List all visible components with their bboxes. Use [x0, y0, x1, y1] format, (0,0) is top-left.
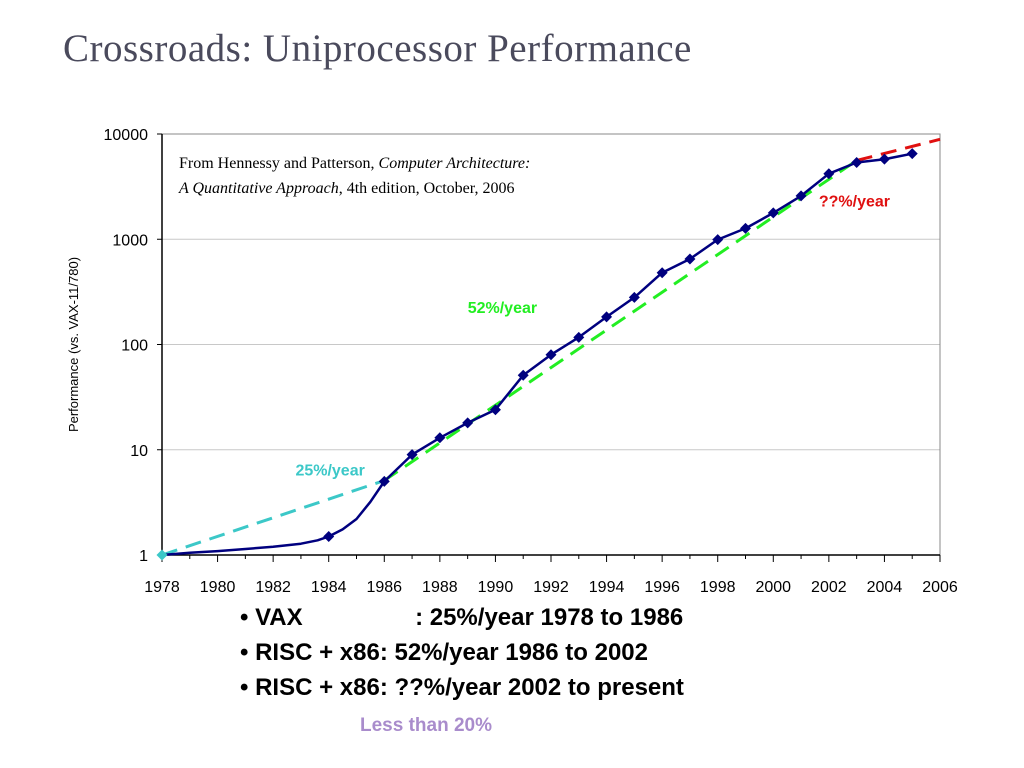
- data-point: [712, 234, 724, 246]
- bullet-item: • RISC + x86: 52%/year 1986 to 2002: [240, 635, 684, 670]
- bullet-list: • VAX: 25%/year 1978 to 1986 • RISC + x8…: [240, 600, 684, 705]
- data-point: [323, 530, 335, 542]
- trend-line: [383, 159, 858, 482]
- trend-label: 52%/year: [468, 300, 537, 317]
- performance-chart: 1 10 100 1000 10000 1978 1980 1982 1984 1986 1988 1…: [66, 127, 958, 596]
- data-point: [878, 153, 890, 165]
- y-tick-label: 1000: [112, 232, 148, 249]
- data-point: [517, 369, 529, 381]
- data-point: [156, 549, 168, 561]
- x-tick-label: 1996: [644, 579, 680, 596]
- data-point: [823, 168, 835, 180]
- data-point: [601, 311, 613, 323]
- x-tick-label: 1980: [200, 579, 236, 596]
- x-tick-label: 1986: [366, 579, 402, 596]
- footnote-less-than-20: Less than 20%: [360, 715, 492, 736]
- data-point: [378, 475, 390, 487]
- data-point: [573, 331, 585, 343]
- trend-label: 25%/year: [295, 462, 364, 479]
- data-point: [545, 349, 557, 361]
- x-tick-label: 2000: [755, 579, 791, 596]
- x-tick-label: 2002: [811, 579, 847, 596]
- trend-line: [856, 137, 941, 162]
- series-line: [161, 152, 913, 557]
- x-tick-label: 1992: [533, 579, 569, 596]
- source-note: From Hennessy and Patterson, Computer Ar…: [179, 151, 539, 201]
- data-point: [406, 449, 418, 461]
- source-note-prefix: From Hennessy and Patterson,: [179, 155, 379, 172]
- data-point: [795, 190, 807, 202]
- source-note-book: Computer Architecture: A Quantitative Ap…: [179, 155, 531, 197]
- trend-lines: 25%/year 52%/year ??%/year: [161, 137, 941, 557]
- data-point: [851, 156, 863, 168]
- data-point: [767, 207, 779, 219]
- slide-title: Crossroads: Uniprocessor Performance: [63, 27, 692, 70]
- x-tick-label: 2004: [867, 579, 903, 596]
- x-tick-label: 1982: [255, 579, 291, 596]
- data-point: [489, 404, 501, 416]
- bullet-label: RISC + x86: [255, 674, 380, 701]
- x-tick-label: 1988: [422, 579, 458, 596]
- y-tick-label: 10000: [104, 127, 149, 144]
- data-point: [656, 267, 668, 279]
- data-point: [740, 222, 751, 234]
- data-point: [462, 417, 474, 429]
- trend-label: ??%/year: [819, 193, 890, 210]
- data-point: [628, 291, 640, 303]
- x-tick-label: 1994: [589, 579, 625, 596]
- bullet-text: : ??%/year 2002 to present: [379, 674, 684, 701]
- y-tick-label: 10: [130, 443, 148, 460]
- x-tick-label: 1990: [478, 579, 514, 596]
- axes: 1 10 100 1000 10000 1978 1980 1982 1984 1986 1988 1…: [104, 127, 958, 596]
- bullet-label: VAX: [255, 604, 303, 631]
- x-tick-label: 1998: [700, 579, 736, 596]
- data-point: [906, 148, 918, 160]
- y-tick-label: 100: [121, 338, 148, 355]
- trend-line: [161, 479, 385, 557]
- bullet-item: • VAX: 25%/year 1978 to 1986: [240, 600, 684, 635]
- bullet-item: • RISC + x86: ??%/year 2002 to present: [240, 670, 684, 705]
- data-point: [434, 432, 446, 444]
- x-tick-label: 2006: [922, 579, 958, 596]
- grid-lines: [162, 238, 940, 451]
- bullet-text: : 52%/year 1986 to 2002: [379, 639, 648, 666]
- x-tick-label: 1978: [144, 579, 180, 596]
- bullet-label: RISC + x86: [255, 639, 380, 666]
- source-note-suffix: , 4th edition, October, 2006: [338, 180, 515, 197]
- y-tick-label: 1: [139, 548, 148, 565]
- data-point: [684, 253, 696, 265]
- bullet-text: : 25%/year 1978 to 1986: [415, 604, 684, 631]
- series: [156, 148, 918, 561]
- x-tick-label: 1984: [311, 579, 347, 596]
- y-axis-label: Performance (vs. VAX-11/780): [66, 257, 81, 432]
